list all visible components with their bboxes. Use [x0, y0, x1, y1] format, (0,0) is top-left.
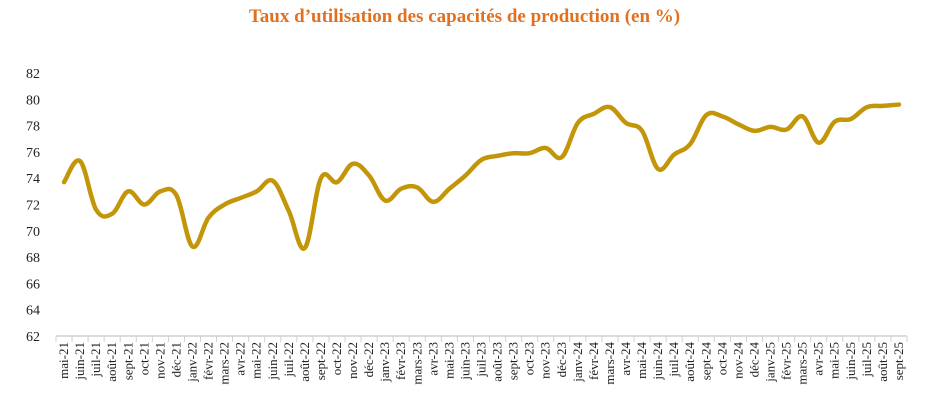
x-tick-label: août-21	[104, 342, 119, 382]
x-tick-label: avr-24	[618, 342, 633, 376]
x-tick-label: août-23	[490, 342, 505, 382]
x-tick-label: sept-25	[891, 342, 906, 380]
y-tick-label: 62	[26, 330, 40, 345]
y-tick-label: 70	[26, 225, 40, 240]
x-tick-label: juin-21	[72, 342, 87, 381]
y-tick-label: 66	[26, 277, 40, 292]
x-tick-label: mars-22	[217, 342, 232, 385]
chart-title: Taux d’utilisation des capacités de prod…	[248, 6, 681, 27]
y-tick-label: 64	[26, 304, 40, 319]
x-tick-label: avr-23	[425, 342, 440, 376]
x-tick-label: mars-25	[795, 342, 810, 385]
x-tick-label: déc-21	[168, 342, 183, 377]
x-tick-label: juil-22	[281, 342, 296, 378]
x-tick-label: févr-25	[779, 342, 794, 380]
x-tick-label: mars-24	[602, 342, 617, 385]
x-tick-label: nov-22	[345, 342, 360, 379]
x-tick-label: janv-23	[377, 342, 392, 383]
x-tick-label: oct-23	[522, 342, 537, 375]
x-tick-label: juin-24	[650, 342, 665, 381]
x-tick-label: déc-22	[361, 342, 376, 377]
x-tick-label: oct-24	[714, 342, 729, 376]
x-axis: mai-21 juin-21 juil-21 août-21 sept-21 oct-21…	[55, 335, 908, 385]
x-tick-label: déc-23	[554, 342, 569, 377]
series-lines	[61, 102, 902, 251]
y-axis: 62 64 66 68 70 72 74 76 78 80 82	[26, 67, 40, 345]
x-tick-label: sept-23	[506, 342, 521, 380]
x-tick-label: juil-21	[88, 342, 103, 378]
x-tick-label: mars-23	[409, 342, 424, 385]
x-tick-label: oct-21	[136, 342, 151, 375]
y-tick-label: 68	[26, 251, 40, 266]
x-tick-label: févr-24	[586, 342, 601, 380]
y-tick-label: 74	[26, 172, 40, 187]
x-tick-label: avr-25	[811, 342, 826, 376]
x-tick-label: oct-22	[329, 342, 344, 375]
x-tick-label: sept-21	[120, 342, 135, 380]
x-tick-label: août-24	[682, 342, 697, 382]
x-tick-label: janv-25	[763, 342, 778, 383]
x-tick-label: janv-22	[184, 342, 199, 383]
y-tick-label: 72	[26, 199, 40, 214]
y-tick-label: 80	[26, 93, 40, 108]
x-tick-label: févr-23	[393, 342, 408, 380]
x-tick-label: août-25	[875, 342, 890, 382]
series-line	[61, 102, 902, 251]
x-tick-label: juin-22	[265, 342, 280, 381]
x-tick-label: juil-25	[859, 342, 874, 378]
x-tick-label: juil-24	[666, 342, 681, 378]
x-tick-label: sept-22	[313, 342, 328, 380]
x-tick-label: janv-24	[570, 342, 585, 383]
x-tick-label: sept-24	[698, 342, 713, 381]
y-tick-label: 78	[26, 120, 40, 135]
y-tick-label: 82	[26, 67, 40, 82]
x-tick-label: mai-21	[56, 342, 71, 379]
x-tick-label: avr-22	[233, 342, 248, 376]
x-tick-label: mai-24	[634, 342, 649, 379]
x-tick-label: mai-25	[827, 342, 842, 379]
x-tick-label: nov-23	[538, 342, 553, 379]
x-tick-label: déc-24	[746, 342, 761, 378]
x-tick-label: nov-24	[730, 342, 745, 379]
x-tick-label: août-22	[297, 342, 312, 382]
x-tick-label: juil-23	[474, 342, 489, 378]
x-tick-label: juin-25	[843, 342, 858, 381]
x-tick-label: nov-21	[152, 342, 167, 379]
x-tick-label: mai-22	[249, 342, 264, 379]
y-tick-label: 76	[26, 146, 40, 161]
x-tick-label: févr-22	[201, 342, 216, 380]
x-tick-label: juin-23	[457, 342, 472, 381]
x-tick-label: mai-23	[441, 342, 456, 379]
